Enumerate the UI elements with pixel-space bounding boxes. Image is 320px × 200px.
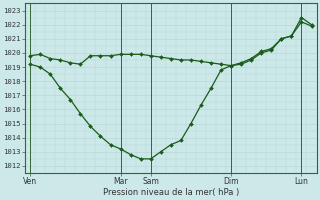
X-axis label: Pression niveau de la mer( hPa ): Pression niveau de la mer( hPa ) — [103, 188, 239, 197]
